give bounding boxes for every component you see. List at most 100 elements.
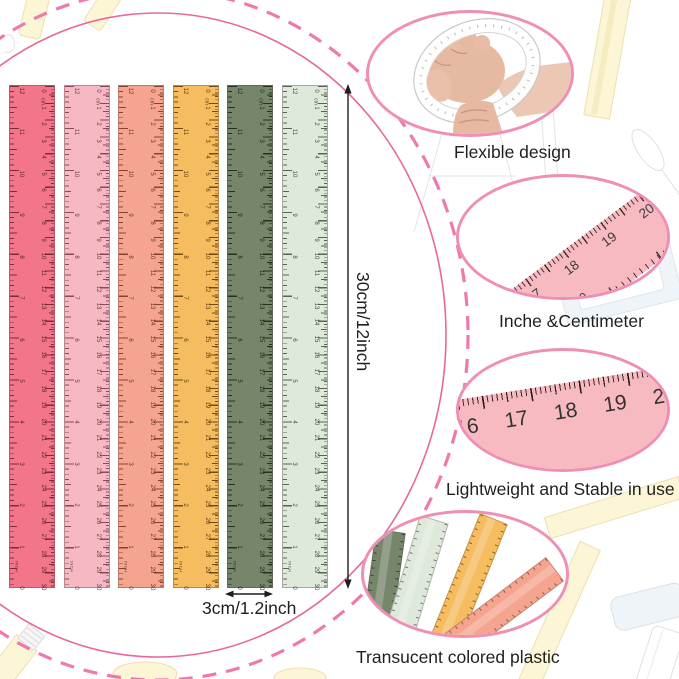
cm-number: 25: [149, 500, 156, 508]
cm-number: 13: [94, 302, 101, 310]
cm-number: 11: [40, 269, 46, 276]
inset-flexible-design: [366, 10, 574, 137]
inch-number: 0: [290, 586, 297, 590]
inch-number: 3: [72, 462, 79, 466]
cm-number: 21: [203, 434, 210, 442]
inch-number: 0: [181, 586, 188, 590]
cm-number: 22: [203, 451, 210, 458]
cm-number: 12: [312, 286, 319, 293]
cm-ticks: [214, 86, 218, 587]
inch-number: 7: [181, 296, 188, 300]
cm-number: 18: [149, 385, 156, 392]
cm-number: 17: [312, 368, 319, 376]
cm-number: 26: [40, 517, 46, 525]
cm-number: 5: [312, 171, 319, 176]
cm-number: 10: [40, 252, 46, 260]
cm-number: 24: [203, 484, 210, 492]
cm-number: 15: [94, 335, 101, 343]
cm-number: 28: [312, 550, 319, 558]
cm-number: 10: [258, 252, 265, 260]
inch-number: 1: [18, 544, 24, 549]
cm-ticks: [269, 86, 273, 587]
cm-number: 25: [258, 500, 265, 508]
inch-number: 7: [127, 296, 134, 300]
cm-number: 13: [258, 302, 265, 310]
inch-number: 0: [18, 586, 24, 590]
width-measurement-label: 3cm/1.2inch: [202, 598, 297, 618]
cm-number: 20: [312, 418, 319, 425]
cm-number: 24: [312, 484, 319, 492]
cm-number: 23: [312, 467, 319, 475]
cm-number: 26: [203, 517, 210, 525]
cm-number: 6: [94, 188, 101, 192]
cm-number: 16: [203, 352, 210, 359]
cm-number: 3: [94, 138, 101, 143]
cm-number: 11: [203, 269, 210, 276]
inch-number: 3: [236, 462, 243, 466]
inch-number: 4: [127, 420, 134, 425]
inch-number: 7: [236, 296, 243, 300]
cm-number: 13: [203, 302, 210, 310]
cm-number: 22: [312, 451, 319, 458]
cm-number: 30: [149, 583, 156, 591]
height-arrow: [344, 84, 352, 589]
cm-number: 9: [94, 238, 101, 242]
cm-number: 30: [40, 583, 46, 591]
cm-number: 27: [312, 533, 319, 541]
inch-unit-label: INCH: [123, 561, 129, 572]
inch-number: 5: [18, 379, 24, 383]
cm-number: 17: [203, 368, 210, 376]
pink-ruler-closeup: 161718192067: [459, 177, 667, 297]
inch-number: 4: [18, 420, 24, 425]
cm-number: 21: [312, 434, 319, 442]
inch-number: 5: [181, 379, 188, 383]
inch-number: 2: [72, 503, 79, 507]
cm-number: 20: [94, 418, 101, 425]
cm-number: 2: [94, 122, 101, 126]
cm-number: 7: [203, 205, 210, 209]
paint-doodle: [112, 661, 178, 679]
cm-number: 15: [258, 335, 265, 343]
cm-number: 5: [203, 171, 210, 176]
inch-number: 8: [236, 255, 243, 259]
cm-number: 12: [149, 286, 156, 293]
inch-number: 4: [236, 420, 243, 425]
inch-number: 6: [236, 337, 243, 342]
cm-number: 27: [149, 533, 156, 541]
cm-number: 15: [40, 335, 46, 343]
cm-number: 12: [40, 286, 46, 293]
inch-number: 6: [127, 337, 134, 342]
cm-number: 19: [203, 401, 210, 409]
cm-number: 23: [149, 467, 156, 475]
cm-number: 17: [149, 368, 156, 376]
inch-number: 2: [181, 503, 188, 507]
cm-ticks: [160, 86, 164, 587]
cm-number: 7: [149, 205, 156, 209]
inch-number: 1: [72, 544, 79, 549]
cm-number: 3: [149, 138, 156, 143]
inch-number: 0: [72, 586, 79, 590]
inch-number: 11: [290, 129, 297, 136]
inch-ticks: [10, 86, 14, 587]
cm-number: 2: [203, 122, 210, 126]
cm-unit-label: cm: [257, 98, 264, 105]
cm-ticks: [105, 86, 109, 587]
ruler-amber: 0 1 2 3 4 5 6 7 8 9 10 11 12 13 14 15 16 17 18 19 20 21 22 23 24…: [172, 85, 219, 590]
cm-number: 4: [312, 155, 319, 159]
cm-number: 20: [40, 418, 46, 425]
inch-number: 5: [290, 379, 297, 383]
cm-number: 4: [40, 155, 46, 159]
inch-unit-label: INCH: [232, 561, 238, 572]
cm-number: 29: [40, 567, 46, 574]
cm-number: 15: [312, 335, 319, 343]
inch-number: 1: [236, 544, 243, 549]
cm-ticks: [323, 86, 327, 587]
cm-number: 11: [258, 269, 265, 276]
pencil-outline-doodle: [633, 625, 679, 679]
cm-number: 22: [40, 451, 46, 458]
cm-number: 29: [258, 567, 265, 574]
inch-unit-label: INCH: [14, 561, 20, 572]
cm-number: 7: [94, 205, 101, 209]
cm-number: 28: [149, 550, 156, 558]
cm-number: 16: [312, 352, 319, 359]
